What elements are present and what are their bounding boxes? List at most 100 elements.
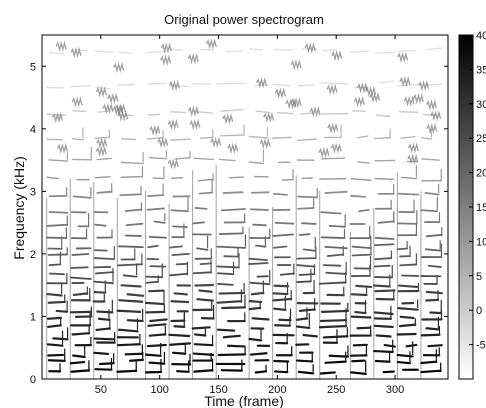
harmonic-segment: [228, 176, 245, 179]
harmonic-segment: [94, 50, 113, 54]
colorbar-tick-label: 25: [476, 133, 486, 145]
harmonic-segment: [248, 337, 263, 342]
harmonic-segment: [254, 244, 267, 248]
harmonic-segment: [276, 111, 295, 115]
harmonic-segment: [319, 371, 336, 375]
x-tick-label: 250: [327, 384, 345, 396]
harmonic-segment: [71, 332, 91, 336]
harmonic-segment: [427, 47, 443, 51]
harmonic-segment: [192, 221, 205, 225]
vibrato-mark: [331, 50, 343, 62]
harmonic-segment: [373, 324, 394, 329]
harmonic-segment: [170, 209, 189, 213]
harmonic-segment: [47, 353, 65, 357]
harmonic-segment: [48, 263, 62, 267]
harmonic-segment: [70, 85, 92, 88]
harmonic-segment: [96, 157, 112, 161]
harmonic-segment: [193, 157, 215, 161]
harmonic-segment: [97, 317, 111, 321]
harmonic-segment: [321, 49, 337, 52]
colorbar: -5 0 5 10 15 20 25 30 35 40: [458, 30, 486, 380]
harmonic-segment: [117, 263, 143, 267]
y-tick-label: 2: [30, 249, 36, 261]
harmonic-segment: [216, 328, 236, 332]
harmonic-segment: [298, 233, 311, 236]
harmonic-segment: [145, 275, 164, 279]
harmonic-segment: [420, 369, 442, 374]
harmonic-segment: [98, 362, 115, 366]
harmonic-segment: [120, 161, 144, 165]
harmonic-segment: [273, 192, 288, 196]
harmonic-segment: [220, 108, 244, 112]
harmonic-segment: [46, 223, 69, 227]
harmonic-segment: [148, 361, 166, 365]
harmonic-segment: [427, 264, 442, 268]
harmonic-segment: [175, 262, 189, 266]
harmonic-segment: [272, 297, 293, 302]
harmonic-segment: [74, 48, 89, 52]
harmonic-segment: [226, 344, 246, 348]
harmonic-segment: [350, 315, 372, 319]
harmonic-segment: [48, 194, 68, 198]
harmonic-segment: [248, 306, 262, 311]
harmonic-segment: [118, 299, 144, 303]
harmonic-segment: [296, 257, 317, 260]
harmonic-segment: [119, 193, 142, 197]
harmonic-segment: [147, 82, 167, 85]
harmonic-segment: [95, 327, 111, 332]
vibrato-mark: [318, 146, 330, 159]
harmonic-segment: [375, 114, 391, 118]
harmonic-segment: [357, 161, 370, 164]
harmonic-segment: [273, 307, 287, 311]
harmonic-segment: [145, 280, 160, 284]
harmonic-segment: [274, 222, 295, 225]
harmonic-segment: [55, 309, 69, 313]
harmonic-segment: [272, 233, 294, 237]
vibrato-mark: [426, 123, 438, 135]
harmonic-segment: [149, 157, 168, 160]
harmonic-segment: [94, 223, 107, 227]
y-axis-label: Frequency (kHz): [11, 156, 27, 259]
x-axis: 50 100 150 200 250 300: [95, 35, 404, 396]
harmonic-segment: [48, 51, 65, 55]
harmonic-segment: [172, 225, 188, 229]
y-tick-label: 4: [30, 124, 36, 136]
harmonic-segment: [193, 333, 207, 337]
harmonic-segment: [120, 175, 144, 179]
harmonic-segment: [297, 138, 317, 142]
harmonic-segment: [97, 110, 110, 113]
harmonic-segment: [397, 307, 419, 311]
harmonic-segment: [255, 110, 271, 114]
harmonic-segment: [320, 236, 346, 239]
harmonic-segment: [96, 190, 113, 194]
harmonic-segment: [354, 310, 367, 315]
vibrato-mark: [326, 83, 338, 96]
harmonic-segment: [273, 370, 289, 374]
harmonic-segment: [425, 233, 443, 238]
harmonic-segment: [295, 317, 309, 321]
x-tick-label: 300: [386, 384, 404, 396]
x-tick-label: 200: [268, 384, 286, 396]
harmonic-segment: [222, 334, 241, 339]
harmonic-segment: [425, 298, 440, 302]
harmonic-segment: [295, 325, 311, 330]
vibrato-mark: [369, 91, 381, 104]
harmonic-segment: [319, 319, 348, 323]
harmonic-segment: [96, 310, 114, 314]
colorbar-tick-label: 20: [476, 168, 486, 180]
harmonic-segment: [272, 83, 291, 87]
harmonic-segment: [297, 370, 315, 375]
spectrogram-heatmap: [45, 38, 444, 379]
harmonic-segment: [396, 332, 417, 336]
harmonic-segment: [373, 264, 391, 268]
harmonic-segment: [249, 281, 271, 286]
harmonic-segment: [424, 192, 440, 196]
vibrato-mark: [418, 80, 430, 92]
harmonic-segment: [216, 282, 234, 286]
harmonic-segment: [397, 284, 419, 289]
vibrato-mark: [327, 122, 339, 134]
harmonic-segment: [147, 194, 164, 197]
harmonic-segment: [216, 245, 247, 249]
vibrato-mark: [227, 142, 239, 154]
